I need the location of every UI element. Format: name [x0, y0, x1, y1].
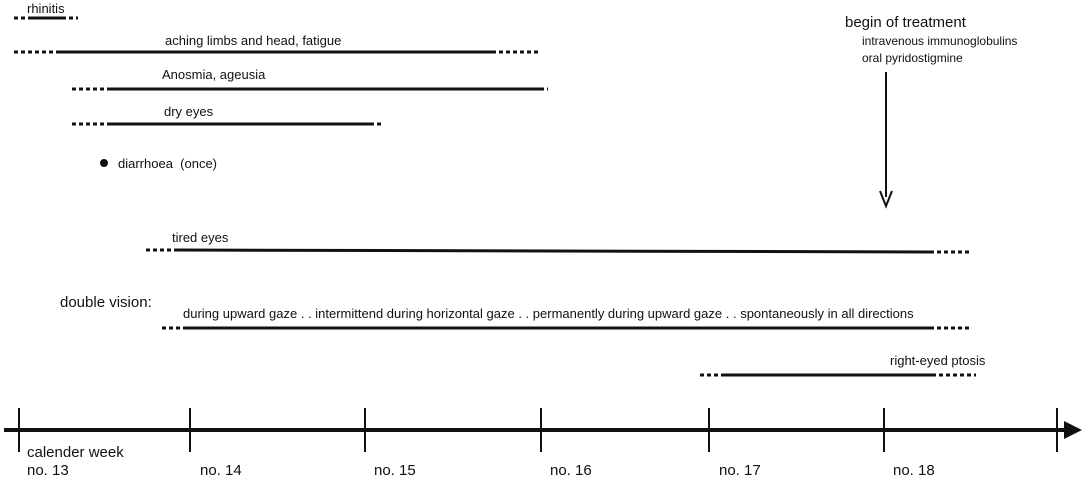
double-vision-label: double vision: [60, 294, 152, 311]
week-label-13: no. 13 [27, 462, 69, 479]
phase-permanent-upward: permanently during upward gaze [533, 306, 722, 321]
aching-label: aching limbs and head, fatigue [165, 33, 341, 48]
rhinitis-label: rhinitis [27, 1, 65, 16]
diarrhoea-label: diarrhoea (once) [118, 156, 217, 171]
week-label-18: no. 18 [893, 462, 935, 479]
week-label-17: no. 17 [719, 462, 761, 479]
axis-caption: calender week [27, 444, 124, 461]
treatment-item-2: oral pyridostigmine [862, 51, 963, 65]
time-axis [4, 408, 1082, 452]
phase-horizontal-gaze: intermittend during horizontal gaze [315, 306, 514, 321]
tired-eyes-bar [146, 248, 972, 254]
ptosis-label: right-eyed ptosis [890, 353, 986, 368]
double-vision-phases: during upward gaze . . intermittend duri… [183, 306, 914, 321]
anosmia-label: Anosmia, ageusia [162, 67, 266, 82]
treatment-arrow [879, 72, 893, 209]
treatment-item-1: intravenous immunoglobulins [862, 34, 1017, 48]
treatment-title: begin of treatment [845, 14, 967, 31]
dry-eyes-label: dry eyes [164, 104, 214, 119]
diarrhoea-dot [100, 159, 108, 167]
week-label-16: no. 16 [550, 462, 592, 479]
week-label-14: no. 14 [200, 462, 242, 479]
week-label-15: no. 15 [374, 462, 416, 479]
tired-eyes-label: tired eyes [172, 230, 229, 245]
phase-all-directions: spontaneously in all directions [740, 306, 914, 321]
phase-upward-gaze: during upward gaze [183, 306, 297, 321]
